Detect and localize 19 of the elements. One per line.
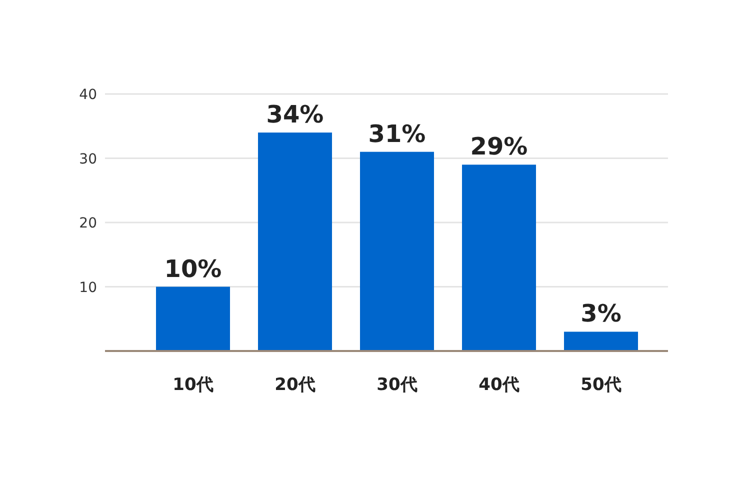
bar xyxy=(462,164,536,351)
data-label: 29% xyxy=(470,132,528,161)
data-label: 34% xyxy=(266,100,324,129)
bar xyxy=(258,132,332,351)
bar xyxy=(564,332,638,351)
y-tick-label: 20 xyxy=(79,216,97,232)
x-tick-label: 30代 xyxy=(376,375,418,395)
y-tick-label: 30 xyxy=(79,151,97,168)
bar xyxy=(156,286,230,351)
x-tick-label: 20代 xyxy=(274,375,316,395)
y-tick-label: 10 xyxy=(79,280,97,296)
x-tick-label: 50代 xyxy=(580,375,622,395)
data-label: 10% xyxy=(164,254,222,283)
x-tick-label: 40代 xyxy=(478,375,520,395)
data-label: 3% xyxy=(580,300,622,328)
y-tick-label: 40 xyxy=(79,87,97,103)
x-tick-label: 10代 xyxy=(172,375,214,395)
bar xyxy=(360,152,434,351)
data-label: 31% xyxy=(368,120,426,148)
